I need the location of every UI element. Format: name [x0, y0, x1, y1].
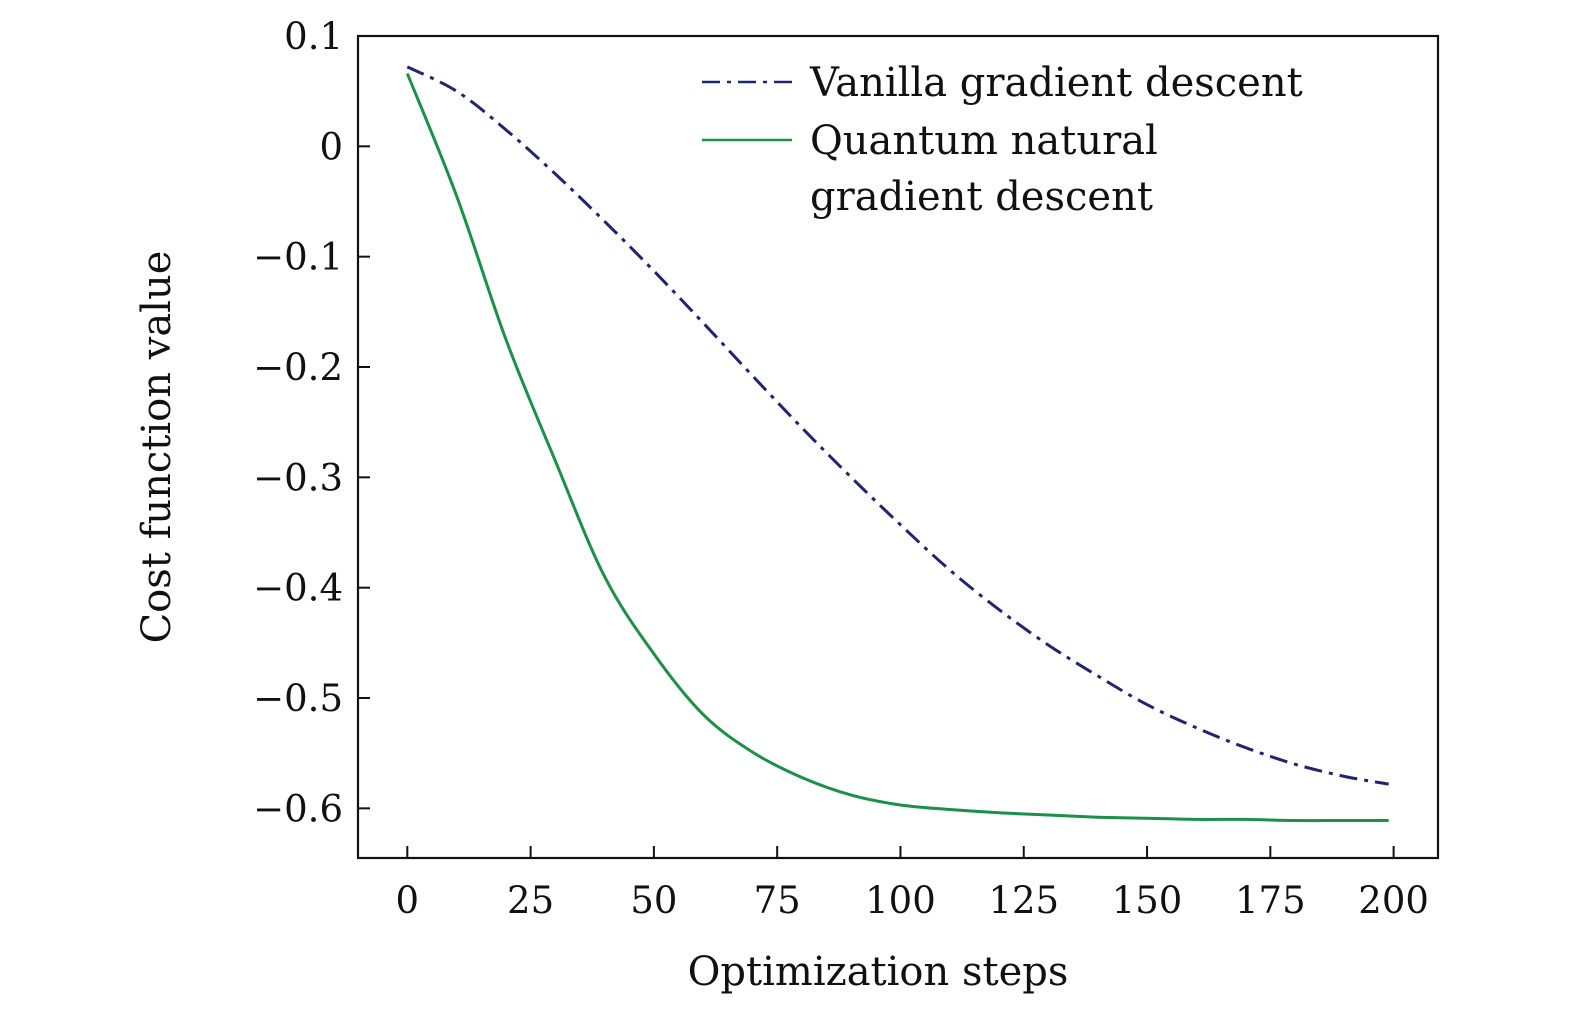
x-axis-label: Optimization steps [688, 949, 1069, 995]
legend-label-qng-line1: Quantum natural [810, 118, 1158, 164]
legend-label-vanilla: Vanilla gradient descent [809, 60, 1303, 106]
y-tick-label: 0 [319, 125, 343, 168]
legend: Vanilla gradient descent Quantum natural… [702, 60, 1303, 220]
y-tick-label: −0.1 [253, 236, 343, 279]
y-tick-label: −0.5 [253, 677, 343, 720]
plot-area-frame [356, 34, 1440, 860]
x-tick-label: 125 [988, 879, 1059, 922]
x-tick-label: 0 [396, 879, 420, 922]
x-tick-label: 50 [630, 879, 677, 922]
y-tick-label: −0.2 [253, 346, 343, 389]
y-tick-label: −0.6 [253, 787, 343, 830]
series-line-vanilla-gradient-descent [406, 65, 1389, 786]
legend-label-qng-line2: gradient descent [810, 174, 1153, 220]
y-tick-label: 0.1 [284, 15, 343, 58]
x-tick-label: 100 [865, 879, 936, 922]
x-tick-label: 200 [1358, 879, 1429, 922]
x-tick-label: 75 [754, 879, 801, 922]
series-lines [405, 65, 1389, 823]
x-tick-label: 175 [1235, 879, 1306, 922]
y-tick-label: −0.4 [253, 567, 343, 610]
series-line-quantum-natural-gradient-descent [405, 72, 1389, 823]
x-tick-label: 150 [1112, 879, 1183, 922]
y-axis-label: Cost function value [134, 251, 180, 644]
x-tick-label: 25 [507, 879, 554, 922]
y-axis-ticks: 0.1 0 −0.1 −0.2 −0.3 −0.4 −0.5 −0.6 [253, 15, 370, 830]
y-tick-label: −0.3 [253, 456, 343, 499]
x-axis-ticks: 0 25 50 75 100 125 150 175 200 [396, 846, 1429, 922]
